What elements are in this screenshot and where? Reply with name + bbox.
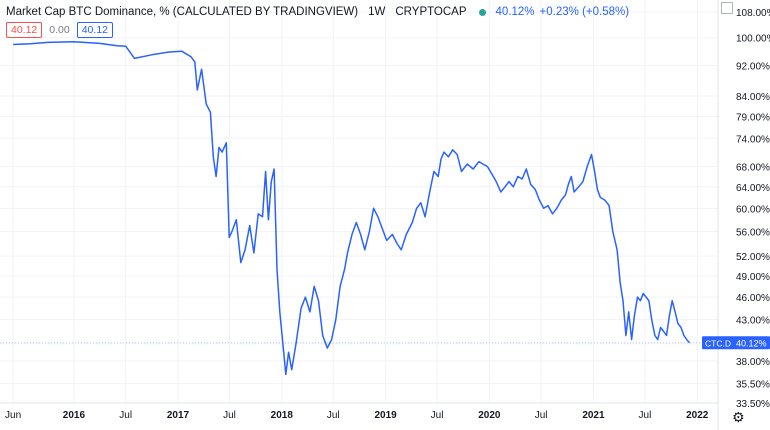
x-tick-label: 2018 bbox=[271, 410, 294, 421]
gear-icon[interactable]: ⚙ bbox=[732, 409, 745, 425]
y-tick-label: 33.50% bbox=[736, 399, 770, 410]
market-status-icon bbox=[478, 8, 486, 16]
close-value-box: 40.12 bbox=[76, 22, 113, 38]
y-tick-label: 60.00% bbox=[736, 204, 770, 215]
y-tick-label: 68.00% bbox=[736, 163, 770, 174]
price-tag-bg bbox=[702, 336, 770, 350]
scale-corner-icon[interactable] bbox=[721, 2, 733, 14]
exchange-label[interactable]: CRYPTOCAP bbox=[395, 6, 467, 18]
x-tick-label: 2017 bbox=[167, 410, 190, 421]
indicator-values-row: 40.12 0.00 40.12 bbox=[6, 22, 113, 38]
y-tick-label: 49.00% bbox=[736, 272, 770, 283]
price-tag-value: 40.12% bbox=[736, 338, 767, 348]
open-value-box: 40.12 bbox=[6, 22, 43, 38]
x-tick-label: Jul bbox=[431, 410, 444, 421]
y-tick-label: 108.00% bbox=[736, 8, 770, 19]
y-tick-label: 38.00% bbox=[736, 357, 770, 368]
interval-label[interactable]: 1W bbox=[368, 6, 386, 18]
zero-value: 0.00 bbox=[49, 24, 70, 36]
x-tick-label: Jul bbox=[639, 410, 652, 421]
y-tick-label: 100.00% bbox=[736, 34, 770, 45]
y-tick-label: 74.00% bbox=[736, 134, 770, 145]
symbol-title[interactable]: Market Cap BTC Dominance, % (CALCULATED … bbox=[6, 6, 359, 18]
y-tick-label: 84.00% bbox=[736, 92, 770, 103]
x-tick-label: Jul bbox=[327, 410, 340, 421]
y-tick-label: 92.00% bbox=[736, 62, 770, 73]
x-tick-label: 2016 bbox=[63, 410, 86, 421]
last-price: 40.12% bbox=[495, 6, 535, 18]
price-change: +0.23% (+0.58%) bbox=[539, 6, 630, 18]
x-tick-label: 2020 bbox=[478, 410, 501, 421]
x-tick-label: 2021 bbox=[582, 410, 605, 421]
y-tick-label: 79.00% bbox=[736, 112, 770, 123]
y-tick-label: 52.00% bbox=[736, 252, 770, 263]
chart-legend: Market Cap BTC Dominance, % (CALCULATED … bbox=[6, 6, 629, 18]
y-tick-label: 35.50% bbox=[736, 380, 770, 391]
x-tick-label: 2022 bbox=[686, 410, 709, 421]
x-tick-label: Jul bbox=[119, 410, 132, 421]
y-tick-label: 46.00% bbox=[736, 293, 770, 304]
y-tick-label: 64.00% bbox=[736, 183, 770, 194]
y-tick-label: 43.00% bbox=[736, 316, 770, 327]
x-tick-label: Jul bbox=[223, 410, 236, 421]
x-tick-label: Jul bbox=[535, 410, 548, 421]
y-tick-label: 56.00% bbox=[736, 227, 770, 238]
x-tick-label: Jun bbox=[5, 410, 21, 421]
price-tag-symbol: CTC.D bbox=[705, 338, 731, 348]
series-line bbox=[13, 40, 691, 376]
x-tick-label: 2019 bbox=[374, 410, 397, 421]
